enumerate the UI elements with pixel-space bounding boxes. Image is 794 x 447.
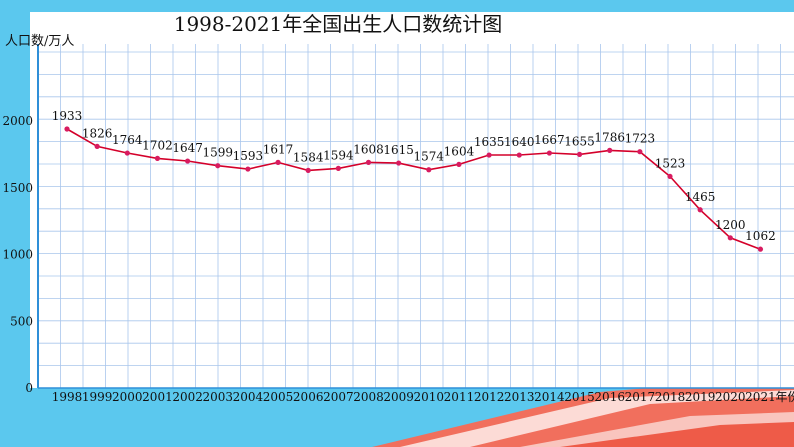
data-label: 1593 [233,149,264,163]
data-label: 1786 [594,130,625,144]
x-tick-label: 2006 [293,390,324,404]
x-tick-label: 2009 [383,390,414,404]
data-label: 1764 [112,133,143,147]
y-tick-label: 1500 [2,181,33,195]
data-point [245,166,251,172]
data-label: 1933 [52,109,83,123]
x-tick-label: 2004 [233,390,264,404]
x-tick-label: 1999 [82,390,113,404]
data-point [275,159,281,165]
x-tick-label: 2014 [534,390,565,404]
data-label: 1723 [625,132,656,146]
data-label: 1523 [655,156,686,170]
data-label: 1599 [202,146,233,160]
data-label: 1667 [534,133,565,147]
x-tick-label: 2005 [263,390,294,404]
x-tick-label: 2013 [504,390,535,404]
data-label: 1826 [82,126,113,140]
x-tick-label: 2008 [353,390,384,404]
x-tick-label: 2015 [564,390,595,404]
data-point [154,155,161,161]
x-tick-label: 2018 [655,390,686,404]
data-point [215,163,221,169]
x-tick-label: 2019 [685,390,716,404]
data-label: 1647 [172,141,203,155]
data-label: 1465 [685,190,716,204]
data-point [94,143,100,149]
data-point [124,150,130,156]
data-point [757,246,764,252]
data-label: 1584 [293,150,324,164]
data-label: 1594 [323,148,354,162]
data-label: 1635 [474,135,505,149]
data-point [727,235,733,241]
data-markers [64,126,764,252]
x-axis-unit-label: 年份 [775,390,794,404]
x-tick-label: 2010 [414,390,445,404]
data-point [456,161,462,167]
data-point [486,152,492,158]
data-label: 1574 [414,150,445,164]
data-point [697,207,703,213]
data-label: 1062 [745,229,776,243]
data-label: 1608 [353,142,384,156]
data-point [396,160,402,166]
x-tick-label: 2007 [323,390,354,404]
data-point [667,173,673,180]
data-point [185,158,191,164]
data-point [426,167,432,173]
data-point [576,151,583,157]
x-tick-label: 2017 [625,390,656,404]
x-tick-label: 2021 [745,390,776,404]
x-tick-label: 2020 [715,390,746,404]
data-label: 1640 [504,135,535,149]
y-tick-label: 2000 [2,114,33,128]
data-point [637,149,643,155]
x-tick-label: 1998 [52,390,83,404]
x-tick-label: 2001 [142,390,173,404]
x-tick-label: 2012 [474,390,505,404]
data-point [607,147,613,153]
data-label: 1615 [383,143,414,157]
plot-area [30,12,794,388]
data-point [516,152,522,158]
x-tick-label: 2000 [112,390,143,404]
x-tick-label: 2016 [594,390,625,404]
data-point [64,126,70,132]
data-label: 1200 [715,218,746,232]
data-label: 1604 [444,144,475,158]
series-line-path [66,128,761,250]
y-tick-label: 500 [10,314,33,328]
x-tick-label: 2003 [202,390,233,404]
grid [37,44,794,389]
series-line [66,128,761,250]
data-point [305,167,311,173]
y-tick-label: 1000 [2,248,33,262]
y-axis-label: 人口数/万人 [5,34,74,49]
data-point [365,159,372,165]
y-tick-label: 0 [25,381,33,395]
chart-title: 1998-2021年全国出生人口数统计图 [174,12,503,36]
x-tick-labels: 1998 1999 2000 2001 2002 2003 2004 2005 2006 2007… [52,390,794,404]
data-point [335,165,341,171]
y-tick-labels: 0 500 1000 1500 2000 [2,114,33,395]
x-tick-label: 2002 [172,390,203,404]
x-tick-label: 2011 [444,390,475,404]
data-label: 1655 [564,134,595,148]
data-point [546,150,553,156]
data-label: 1617 [263,142,294,156]
data-label: 1702 [142,138,173,152]
